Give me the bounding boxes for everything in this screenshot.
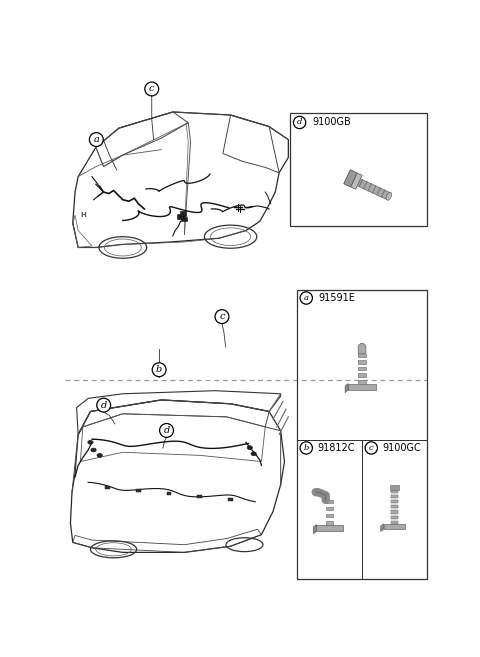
Text: c: c bbox=[219, 312, 225, 321]
Bar bbox=[325, 500, 334, 503]
Bar bbox=[391, 490, 398, 493]
Polygon shape bbox=[381, 524, 384, 532]
Polygon shape bbox=[351, 173, 362, 189]
Ellipse shape bbox=[91, 448, 96, 452]
FancyBboxPatch shape bbox=[180, 212, 186, 216]
Bar bbox=[391, 510, 398, 514]
Text: c: c bbox=[149, 85, 155, 93]
Bar bbox=[325, 514, 334, 517]
Bar bbox=[316, 524, 343, 532]
Text: a: a bbox=[94, 135, 99, 144]
Ellipse shape bbox=[88, 440, 93, 444]
Bar bbox=[362, 440, 427, 579]
Ellipse shape bbox=[247, 445, 252, 449]
Bar bbox=[384, 524, 405, 529]
Bar bbox=[358, 367, 366, 371]
Bar bbox=[391, 495, 398, 498]
Text: 91591E: 91591E bbox=[319, 293, 355, 303]
Ellipse shape bbox=[97, 453, 102, 457]
Bar bbox=[348, 384, 376, 390]
Bar bbox=[390, 486, 399, 490]
Polygon shape bbox=[349, 175, 391, 200]
Bar bbox=[391, 516, 398, 518]
Text: 9100GB: 9100GB bbox=[312, 118, 351, 127]
Ellipse shape bbox=[251, 452, 256, 456]
Polygon shape bbox=[345, 384, 348, 393]
Text: d: d bbox=[163, 426, 169, 435]
Text: b: b bbox=[156, 365, 162, 374]
Circle shape bbox=[365, 442, 377, 454]
Text: b: b bbox=[303, 444, 309, 452]
Text: d: d bbox=[297, 118, 302, 127]
Bar bbox=[391, 505, 398, 509]
FancyBboxPatch shape bbox=[136, 489, 141, 492]
Bar bbox=[290, 113, 427, 225]
Polygon shape bbox=[344, 170, 357, 187]
Polygon shape bbox=[358, 344, 366, 353]
Text: a: a bbox=[304, 294, 309, 302]
Bar bbox=[358, 380, 366, 384]
Bar bbox=[391, 500, 398, 503]
Bar bbox=[325, 507, 334, 510]
Text: 91812C: 91812C bbox=[318, 443, 355, 453]
Bar bbox=[297, 440, 362, 579]
Text: 9100GC: 9100GC bbox=[383, 443, 421, 453]
FancyBboxPatch shape bbox=[178, 214, 184, 219]
Bar bbox=[391, 521, 398, 524]
Circle shape bbox=[300, 292, 312, 304]
FancyBboxPatch shape bbox=[228, 497, 233, 501]
Ellipse shape bbox=[386, 193, 392, 200]
Text: H: H bbox=[80, 212, 85, 218]
Bar bbox=[358, 360, 366, 364]
FancyBboxPatch shape bbox=[181, 217, 188, 221]
FancyBboxPatch shape bbox=[105, 486, 110, 489]
Circle shape bbox=[97, 398, 110, 412]
Polygon shape bbox=[313, 524, 316, 533]
Circle shape bbox=[152, 363, 166, 376]
Circle shape bbox=[293, 116, 306, 129]
Circle shape bbox=[215, 309, 229, 323]
FancyBboxPatch shape bbox=[197, 495, 202, 498]
Circle shape bbox=[89, 133, 103, 147]
Circle shape bbox=[145, 82, 159, 96]
Bar bbox=[358, 373, 366, 377]
Text: c: c bbox=[369, 444, 373, 452]
Circle shape bbox=[300, 442, 312, 454]
Bar bbox=[297, 290, 427, 440]
Circle shape bbox=[160, 424, 173, 438]
Bar bbox=[358, 353, 366, 357]
Text: d: d bbox=[101, 401, 107, 409]
Bar bbox=[297, 290, 427, 579]
FancyBboxPatch shape bbox=[167, 492, 171, 495]
Bar bbox=[325, 522, 334, 524]
